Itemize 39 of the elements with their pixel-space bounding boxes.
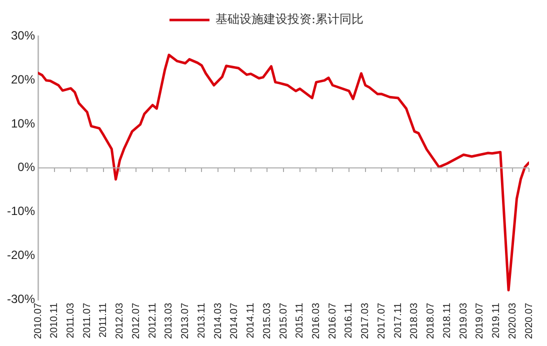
y-tick-label: 10% (10, 116, 36, 130)
x-tick-label: 2019.07 (474, 302, 486, 340)
x-tick-label: 2010.11 (49, 302, 60, 338)
x-tick-label: 2015.11 (294, 302, 306, 338)
y-tick-label: 20% (10, 72, 36, 86)
x-tick-label: 2013.11 (196, 302, 208, 338)
y-tick-label: -30% (7, 292, 36, 306)
x-tick-label: 2011.11 (98, 302, 110, 338)
x-tick-label: 2014.07 (229, 302, 240, 340)
x-tick-label: 2013.07 (180, 302, 192, 340)
x-tick-label: 2014.03 (212, 302, 224, 340)
y-tick-label: -20% (7, 248, 36, 262)
x-tick-label: 2012.03 (114, 302, 126, 340)
x-tick-label: 2011.03 (65, 302, 76, 338)
legend-label: 基础设施建设投资:累计同比 (215, 12, 364, 26)
x-tick-label: 2018.03 (409, 302, 420, 340)
x-tick-label: 2020.07 (524, 302, 535, 340)
x-tick-label: 2016.11 (344, 302, 355, 338)
x-tick-label: 2011.07 (82, 302, 93, 338)
x-tick-label: 2018.07 (426, 302, 437, 340)
x-tick-label: 2017.11 (392, 302, 404, 338)
x-tick-label: 2017.07 (376, 302, 388, 340)
x-tick-label: 2015.07 (278, 302, 290, 340)
y-tick-label: 30% (10, 28, 36, 42)
x-tick-label: 2018.11 (442, 302, 453, 338)
x-tick-label: 2013.03 (164, 302, 175, 340)
x-tick-label: 2014.11 (246, 302, 257, 338)
x-tick-label: 2019.03 (458, 302, 470, 340)
y-tick-label: -10% (7, 204, 36, 218)
x-tick-label: 2019.11 (491, 302, 502, 338)
x-tick-label: 2017.03 (360, 302, 372, 340)
x-tick-label: 2012.11 (147, 302, 158, 338)
x-tick-label: 2010.07 (32, 302, 44, 340)
x-tick-label: 2016.03 (310, 302, 322, 340)
x-tick-label: 2012.07 (130, 302, 142, 340)
x-tick-label: 2020.03 (507, 302, 518, 340)
x-tick-label: 2016.07 (327, 302, 338, 340)
y-tick-label: 0% (18, 160, 36, 174)
x-tick-label: 2015.03 (262, 302, 273, 340)
